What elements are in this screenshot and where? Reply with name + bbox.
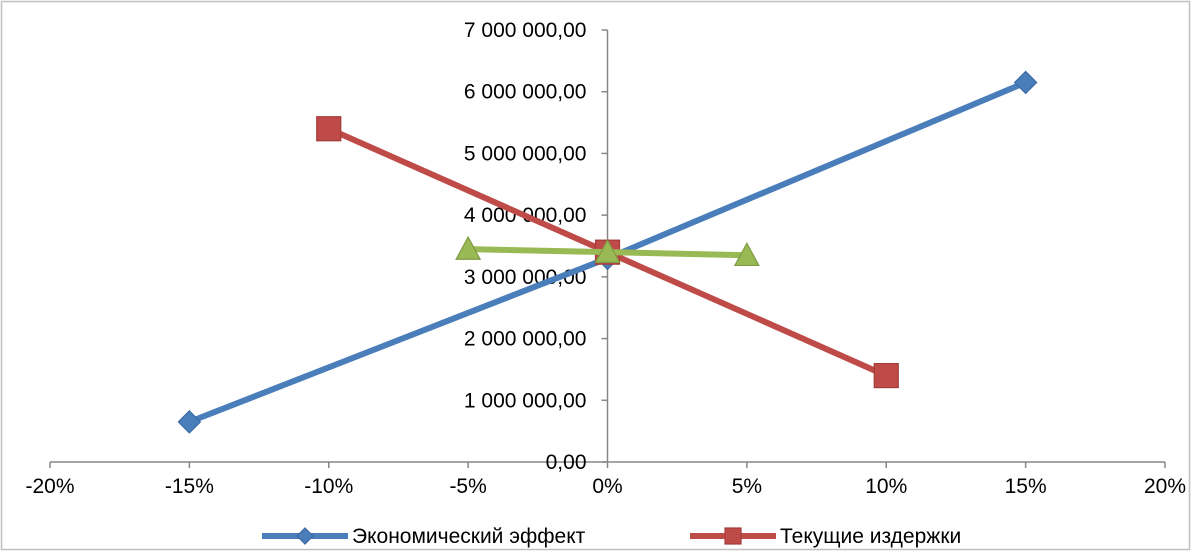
legend: Экономический эффект Текущие издержки xyxy=(262,525,961,548)
x-tick-label: 5% xyxy=(732,475,762,498)
legend-marker xyxy=(724,527,742,545)
x-tick-label: 15% xyxy=(1005,475,1047,498)
series xyxy=(177,70,1038,434)
y-tick-label: 0,00 xyxy=(546,451,587,474)
y-tick-label: 7 000 000,00 xyxy=(464,19,587,42)
y-tick-label: 2 000 000,00 xyxy=(464,328,587,351)
data-point xyxy=(873,363,899,389)
y-tick-label: 3 000 000,00 xyxy=(464,266,587,289)
data-point xyxy=(594,238,621,263)
data-point xyxy=(733,241,760,267)
data-point xyxy=(455,235,482,260)
y-tick-label: 5 000 000,00 xyxy=(464,142,587,165)
legend-label: Экономический эффект xyxy=(352,525,586,548)
x-tick-label: 0% xyxy=(592,475,622,498)
x-tick-label: -20% xyxy=(25,475,74,498)
data-point xyxy=(316,116,342,142)
legend-item: Текущие издержки xyxy=(690,525,961,548)
y-tick-label: 1 000 000,00 xyxy=(464,389,587,412)
y-tick-label: 6 000 000,00 xyxy=(464,81,587,104)
legend-label: Текущие издержки xyxy=(780,525,961,548)
x-tick-label: 20% xyxy=(1144,475,1186,498)
data-point xyxy=(177,410,202,434)
data-point xyxy=(1013,70,1038,95)
legend-marker xyxy=(296,527,314,545)
series-2 xyxy=(455,235,760,267)
x-tick-label: -5% xyxy=(449,475,486,498)
legend-item: Экономический эффект xyxy=(262,525,586,548)
x-tick-label: 10% xyxy=(865,475,907,498)
x-tick-label: -15% xyxy=(165,475,214,498)
x-tick-label: -10% xyxy=(304,475,353,498)
